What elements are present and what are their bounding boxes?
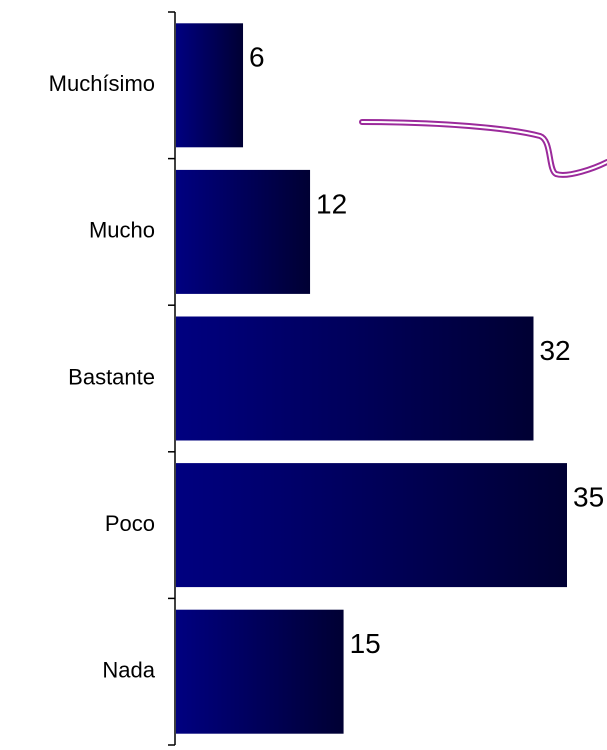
data-label: 6 bbox=[249, 42, 265, 73]
category-tick-label: Poco bbox=[105, 511, 155, 536]
data-label: 15 bbox=[350, 628, 381, 659]
category-tick-label: Nada bbox=[102, 658, 155, 683]
bars-layer bbox=[176, 23, 567, 734]
category-tick-label: Bastante bbox=[68, 364, 155, 389]
data-label: 35 bbox=[573, 481, 604, 512]
data-label: 12 bbox=[316, 188, 347, 219]
bar bbox=[176, 463, 567, 588]
y-axis bbox=[168, 11, 176, 746]
category-tick-label: Mucho bbox=[89, 218, 155, 243]
bar bbox=[176, 23, 244, 148]
data-label: 32 bbox=[539, 335, 570, 366]
bar bbox=[176, 169, 311, 294]
labels-layer: Muchísimo 6 Mucho 12 Bastante 32 Poco 35 Nada 15 bbox=[49, 42, 605, 683]
decorative-curve bbox=[359, 119, 607, 178]
bar bbox=[176, 609, 344, 734]
category-tick-label: Muchísimo bbox=[49, 71, 155, 96]
bar bbox=[176, 316, 534, 441]
